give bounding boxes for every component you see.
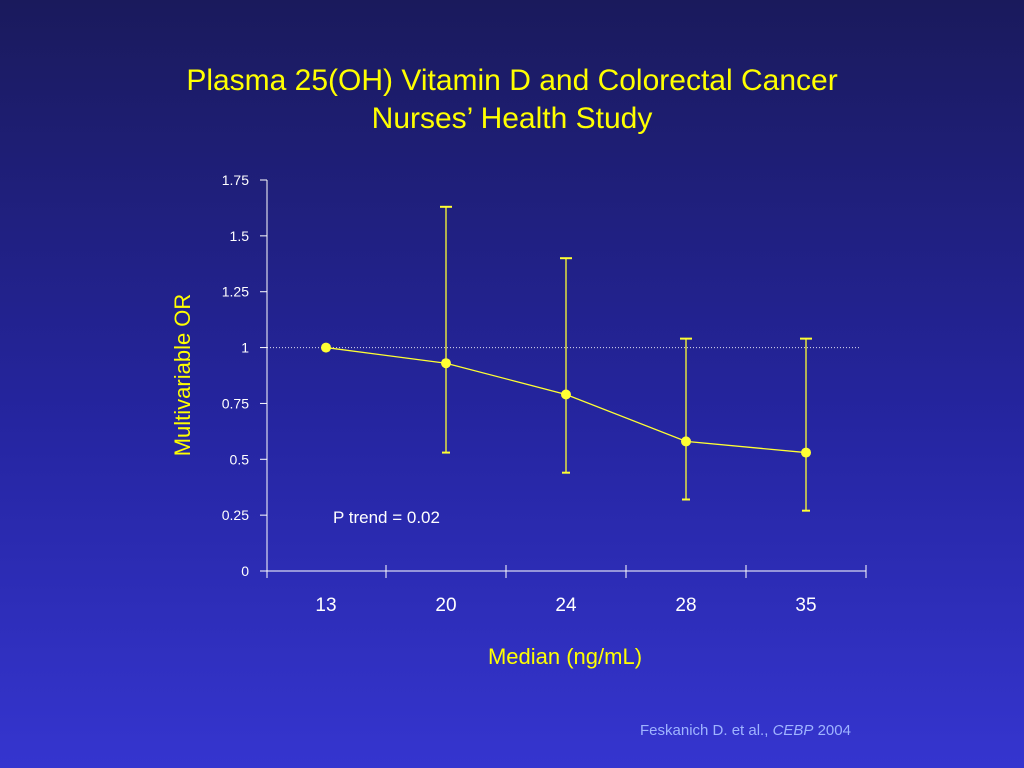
x-tick-label: 35 [795, 595, 816, 616]
y-tick-label: 1 [241, 340, 249, 356]
x-tick-label: 28 [675, 595, 696, 616]
data-point [561, 389, 571, 400]
data-point [321, 342, 331, 353]
y-tick-label: 0 [241, 563, 249, 579]
data-point [441, 358, 451, 369]
y-tick-label: 1.75 [222, 172, 249, 188]
citation: Feskanich D. et al., CEBP 2004 [640, 722, 851, 739]
x-tick-label: 13 [315, 595, 336, 616]
y-tick-label: 1.5 [230, 228, 250, 244]
x-tick-label: 24 [555, 595, 577, 616]
citation-journal: CEBP [772, 722, 814, 739]
citation-authors: Feskanich D. et al., [640, 722, 773, 739]
error-bar [680, 337, 692, 501]
y-tick-label: 0.5 [230, 451, 250, 467]
p-trend-annotation: P trend = 0.02 [333, 508, 440, 527]
error-bar [560, 257, 572, 474]
y-tick-label: 0.25 [222, 507, 249, 523]
title-line-1: Plasma 25(OH) Vitamin D and Colorectal C… [186, 64, 838, 97]
citation-year: 2004 [813, 722, 851, 739]
series-group [321, 205, 812, 512]
axes: 0 0.25 0.5 0.75 1 1.25 1.5 1.75 13 20 24 28 35 [222, 172, 867, 616]
data-point [801, 447, 811, 458]
error-bar [800, 337, 812, 512]
data-point [681, 436, 691, 447]
slide-title: Plasma 25(OH) Vitamin D and Colorectal C… [0, 62, 1024, 138]
y-tick-label: 1.25 [222, 284, 249, 300]
title-line-2: Nurses’ Health Study [371, 102, 653, 135]
x-axis-label: Median (ng/mL) [488, 644, 642, 669]
x-tick-label: 20 [435, 595, 456, 616]
y-tick-label: 0.75 [222, 395, 249, 411]
error-bar [440, 205, 452, 454]
y-axis-label: Multivariable OR [170, 294, 195, 457]
